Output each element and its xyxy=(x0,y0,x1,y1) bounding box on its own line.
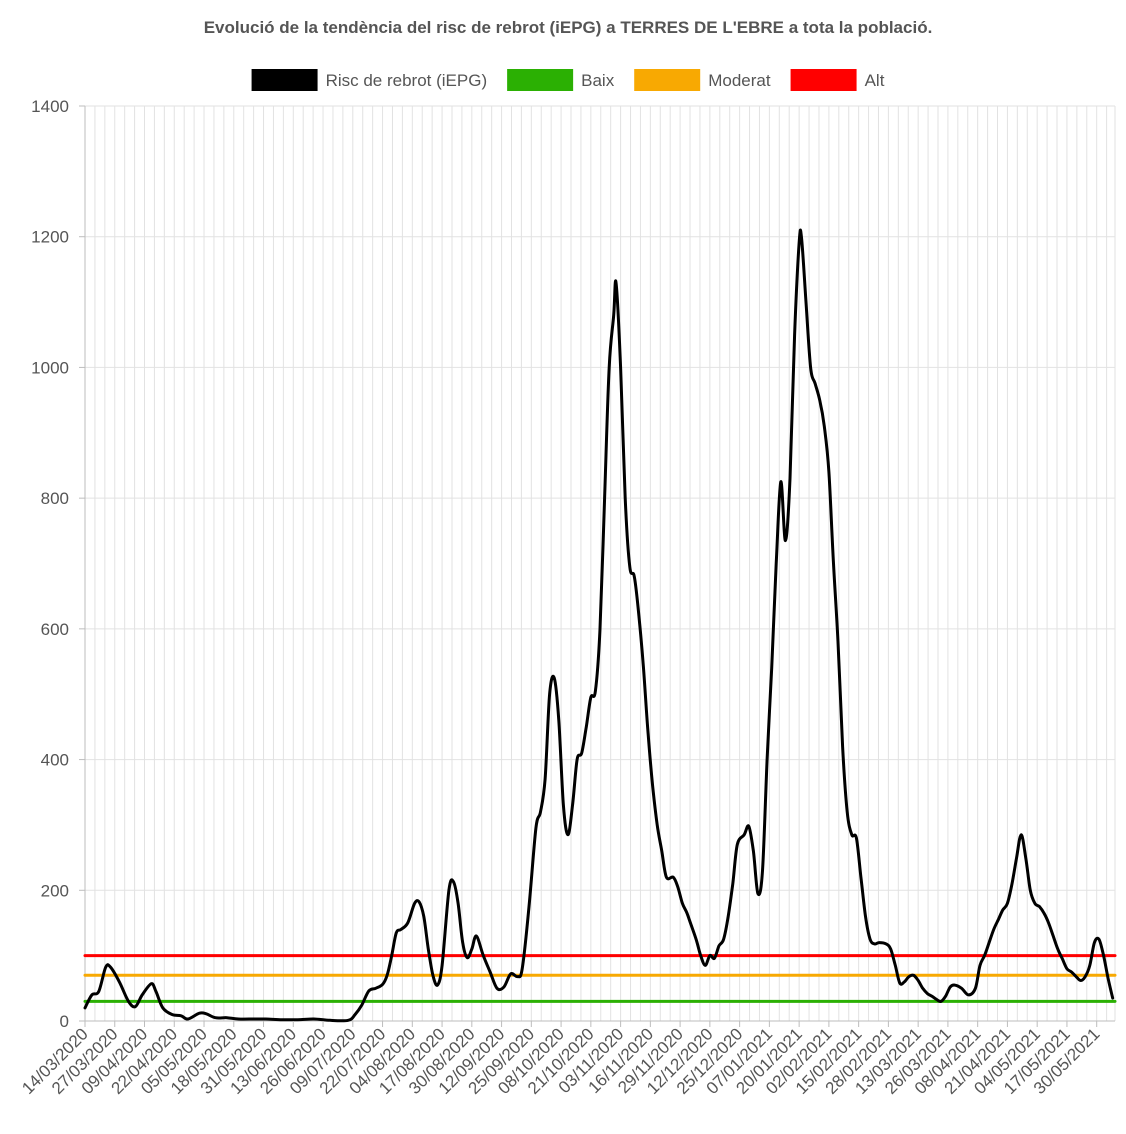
chart-title: Evolució de la tendència del risc de reb… xyxy=(204,18,933,37)
y-tick-label: 200 xyxy=(41,881,69,900)
legend-label: Alt xyxy=(865,71,885,90)
legend-swatch xyxy=(251,69,318,91)
legend-label: Moderat xyxy=(708,71,771,90)
grid xyxy=(84,105,1116,1022)
y-tick-label: 400 xyxy=(41,751,69,770)
legend-label: Risc de rebrot (iEPG) xyxy=(326,71,488,90)
legend-label: Baix xyxy=(581,71,615,90)
y-tick-label: 800 xyxy=(41,489,69,508)
legend-swatch xyxy=(507,69,574,91)
main-series xyxy=(83,228,1115,1023)
legend: Risc de rebrot (iEPG) Baix Moderat Alt xyxy=(251,69,885,91)
series-line-risc-de-rebrot-iepg xyxy=(83,228,1115,1023)
y-tick-label: 1400 xyxy=(31,97,69,116)
y-tick-label: 0 xyxy=(60,1012,69,1031)
y-tick-label: 1200 xyxy=(31,228,69,247)
legend-swatch xyxy=(634,69,701,91)
y-axis-ticks: 0 200 400 600 800 1000 1200 1400 xyxy=(31,97,85,1031)
axes xyxy=(84,106,1115,1022)
y-tick-label: 600 xyxy=(41,620,69,639)
y-tick-label: 1000 xyxy=(31,358,69,377)
threshold-lines xyxy=(83,954,1117,1003)
x-axis-ticks: 14/03/202027/03/202009/04/202022/04/2020… xyxy=(18,1021,1104,1098)
legend-swatch xyxy=(790,69,857,91)
